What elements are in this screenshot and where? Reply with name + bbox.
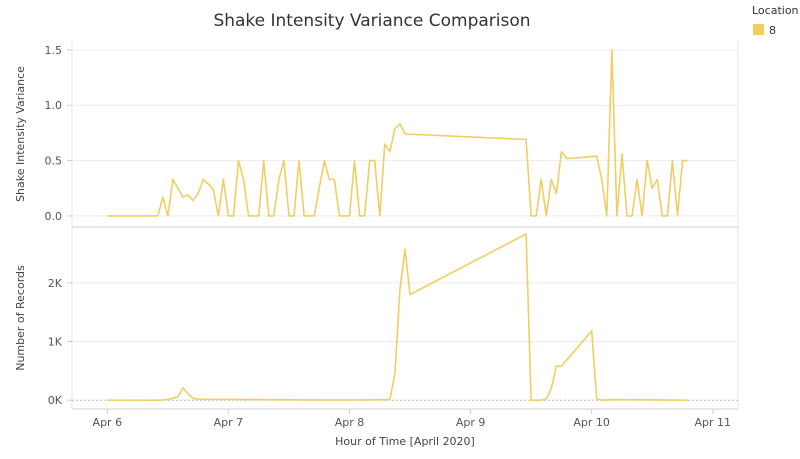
- x-tick-label: Apr 8: [335, 416, 365, 429]
- x-axis-ticks: Apr 6 Apr 7 Apr 8 Apr 9 Apr 10 Apr 11: [93, 409, 731, 429]
- records-y-tick-label: 0K: [48, 394, 63, 407]
- bottom-panel-gridlines: [72, 282, 738, 401]
- records-series-line: [107, 233, 688, 401]
- legend-label-8[interactable]: 8: [769, 24, 776, 37]
- chart-title: Shake Intensity Variance Comparison: [213, 11, 530, 31]
- variance-series-line: [107, 49, 688, 217]
- records-y-tick-label: 2K: [48, 277, 63, 290]
- legend-title: Location: [752, 4, 799, 17]
- x-tick-label: Apr 10: [573, 416, 610, 429]
- x-tick-label: Apr 7: [214, 416, 244, 429]
- variance-y-tick-label: 1.0: [45, 99, 63, 112]
- x-tick-label: Apr 11: [695, 416, 732, 429]
- top-y-axis-title: Shake Intensity Variance: [14, 66, 27, 202]
- bottom-y-axis-title: Number of Records: [14, 265, 27, 371]
- bottom-panel-y-ticks: 0K 1K 2K: [48, 277, 72, 407]
- legend: Location 8: [752, 4, 799, 37]
- variance-y-tick-label: 1.5: [45, 44, 63, 57]
- x-tick-label: Apr 9: [456, 416, 486, 429]
- top-panel-y-ticks: 0.0 0.5 1.0 1.5: [45, 44, 72, 223]
- x-tick-label: Apr 6: [93, 416, 123, 429]
- variance-y-tick-label: 0.5: [45, 155, 63, 168]
- records-y-tick-label: 1K: [48, 335, 63, 348]
- legend-swatch[interactable]: [753, 24, 764, 35]
- variance-y-tick-label: 0.0: [45, 210, 63, 223]
- x-axis-title: Hour of Time [April 2020]: [335, 435, 475, 448]
